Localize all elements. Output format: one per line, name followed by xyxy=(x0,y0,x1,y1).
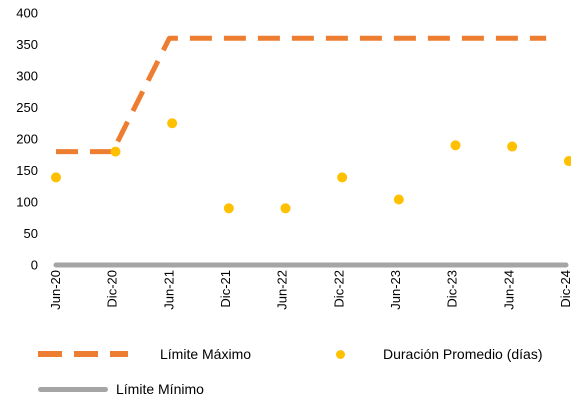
y-tick-label: 100 xyxy=(16,195,38,210)
y-tick-label: 0 xyxy=(31,258,38,273)
x-tick-label: Jun-24 xyxy=(501,270,516,310)
series-limite-maximo xyxy=(56,35,547,155)
y-tick-label: 300 xyxy=(16,69,38,84)
y-tick-label: 350 xyxy=(16,37,38,52)
point-duracion-promedio xyxy=(563,156,571,167)
y-tick-label: 400 xyxy=(16,6,38,21)
point-duracion-promedio xyxy=(507,141,518,152)
x-axis-ticks: Jun-20 Dic-20 Jun-21 Dic-21 Jun-22 Dic-22 Jun-… xyxy=(48,270,571,310)
x-tick-label: Dic-22 xyxy=(331,270,346,308)
point-duracion-promedio xyxy=(280,203,291,214)
point-duracion-promedio xyxy=(393,194,404,205)
point-duracion-promedio xyxy=(110,146,121,157)
point-duracion-promedio xyxy=(450,140,461,151)
x-tick-label: Jun-23 xyxy=(388,270,403,310)
x-tick-label: Dic-24 xyxy=(558,270,571,308)
point-duracion-promedio xyxy=(51,172,61,183)
x-tick-label: Dic-21 xyxy=(218,270,233,308)
series-duracion-promedio xyxy=(51,118,571,214)
x-tick-label: Jun-20 xyxy=(48,270,63,310)
x-tick-label: Jun-21 xyxy=(161,270,176,310)
point-duracion-promedio xyxy=(167,118,178,129)
x-tick-label: Dic-20 xyxy=(105,270,120,308)
y-tick-label: 200 xyxy=(16,132,38,147)
y-axis-ticks: 0 50 100 150 200 250 300 350 400 xyxy=(16,6,38,273)
y-tick-label: 150 xyxy=(16,163,38,178)
y-tick-label: 50 xyxy=(24,226,38,241)
x-tick-label: Dic-23 xyxy=(445,270,460,308)
line-limite-maximo xyxy=(56,35,547,155)
point-duracion-promedio xyxy=(337,172,348,183)
x-tick-label: Jun-22 xyxy=(275,270,290,310)
y-tick-label: 250 xyxy=(16,100,38,115)
point-duracion-promedio xyxy=(223,203,234,214)
